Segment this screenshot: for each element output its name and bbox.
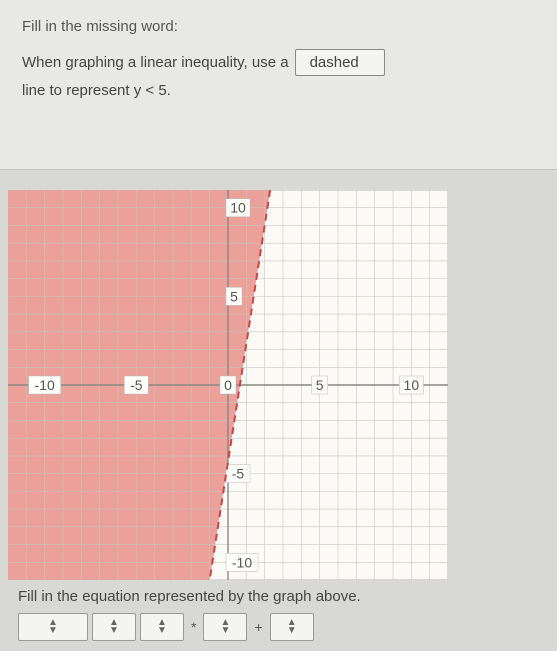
equation-select-3[interactable]: ▲▼ bbox=[203, 613, 247, 641]
svg-text:5: 5 bbox=[316, 377, 324, 393]
operator-+: + bbox=[251, 619, 265, 635]
graph-svg: -10 -5 0 5 10 -10 -5 5 10 bbox=[8, 190, 448, 580]
svg-text:10: 10 bbox=[230, 200, 246, 216]
sentence-line: When graphing a linear inequality, use a… bbox=[22, 49, 535, 99]
stepper-arrows-icon: ▲▼ bbox=[48, 619, 58, 635]
question-top-panel: Fill in the missing word: When graphing … bbox=[0, 0, 557, 170]
stepper-arrows-icon: ▲▼ bbox=[287, 619, 297, 635]
blank-input[interactable]: dashed bbox=[295, 49, 385, 76]
equation-select-0[interactable]: ▲▼ bbox=[18, 613, 88, 641]
svg-text:5: 5 bbox=[230, 288, 238, 304]
svg-text:10: 10 bbox=[404, 377, 420, 393]
svg-text:-5: -5 bbox=[232, 466, 245, 482]
fill-word-prompt: Fill in the missing word: bbox=[22, 18, 535, 35]
svg-text:0: 0 bbox=[224, 377, 232, 393]
equation-select-4[interactable]: ▲▼ bbox=[270, 613, 314, 641]
stepper-arrows-icon: ▲▼ bbox=[157, 619, 167, 635]
svg-text:-10: -10 bbox=[35, 377, 55, 393]
sentence-after: line to represent y < 5. bbox=[22, 82, 171, 99]
equation-prompt: Fill in the equation represented by the … bbox=[18, 588, 549, 605]
operator-*: * bbox=[188, 619, 199, 635]
svg-text:-5: -5 bbox=[130, 377, 143, 393]
stepper-arrows-icon: ▲▼ bbox=[221, 619, 231, 635]
lower-panel: -10 -5 0 5 10 -10 -5 5 10 Fill in the equation r… bbox=[0, 170, 557, 651]
inequality-graph: -10 -5 0 5 10 -10 -5 5 10 bbox=[8, 190, 448, 580]
equation-select-2[interactable]: ▲▼ bbox=[140, 613, 184, 641]
sentence-before: When graphing a linear inequality, use a bbox=[22, 54, 289, 71]
svg-text:-10: -10 bbox=[232, 554, 252, 570]
stepper-arrows-icon: ▲▼ bbox=[109, 619, 119, 635]
equation-selects-row: ▲▼ ▲▼ ▲▼ * ▲▼ + ▲▼ bbox=[18, 613, 549, 641]
equation-select-1[interactable]: ▲▼ bbox=[92, 613, 136, 641]
